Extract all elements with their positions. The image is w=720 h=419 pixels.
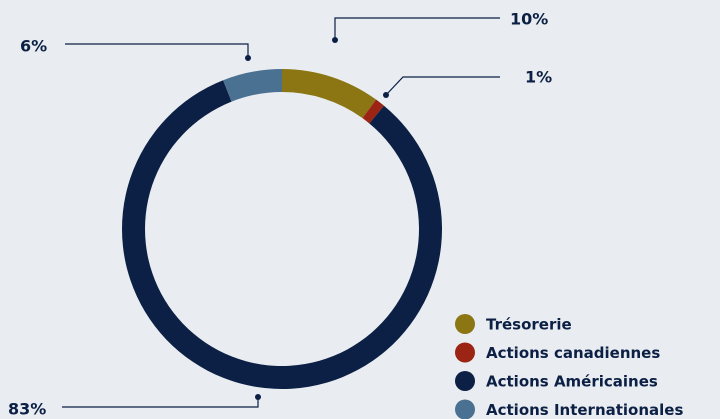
data-label: 83% (8, 400, 46, 419)
callout-dot (332, 37, 338, 43)
legend-swatch (455, 342, 475, 363)
legend-label: Actions Américaines (486, 373, 658, 391)
data-label: 6% (20, 37, 47, 56)
data-label: 1% (525, 68, 552, 87)
legend-swatch (455, 371, 475, 391)
callout-dot (245, 55, 251, 61)
callout-dot (383, 92, 389, 98)
callout-line (385, 76, 500, 96)
donut-segment (362, 99, 384, 124)
donut-segment (282, 69, 377, 119)
data-label: 10% (510, 10, 548, 29)
legend-label: Actions canadiennes (486, 344, 660, 362)
callout-dot (255, 394, 261, 400)
legend-swatch (455, 314, 475, 334)
callout-line (334, 17, 500, 40)
callout-line (65, 43, 249, 58)
legend-label: Trésorerie (486, 316, 572, 334)
callout-line (62, 397, 259, 408)
donut-segment (122, 80, 443, 389)
donut-segment (223, 69, 282, 102)
legend-swatch (455, 399, 475, 419)
legend-label: Actions Internationales (486, 401, 683, 419)
